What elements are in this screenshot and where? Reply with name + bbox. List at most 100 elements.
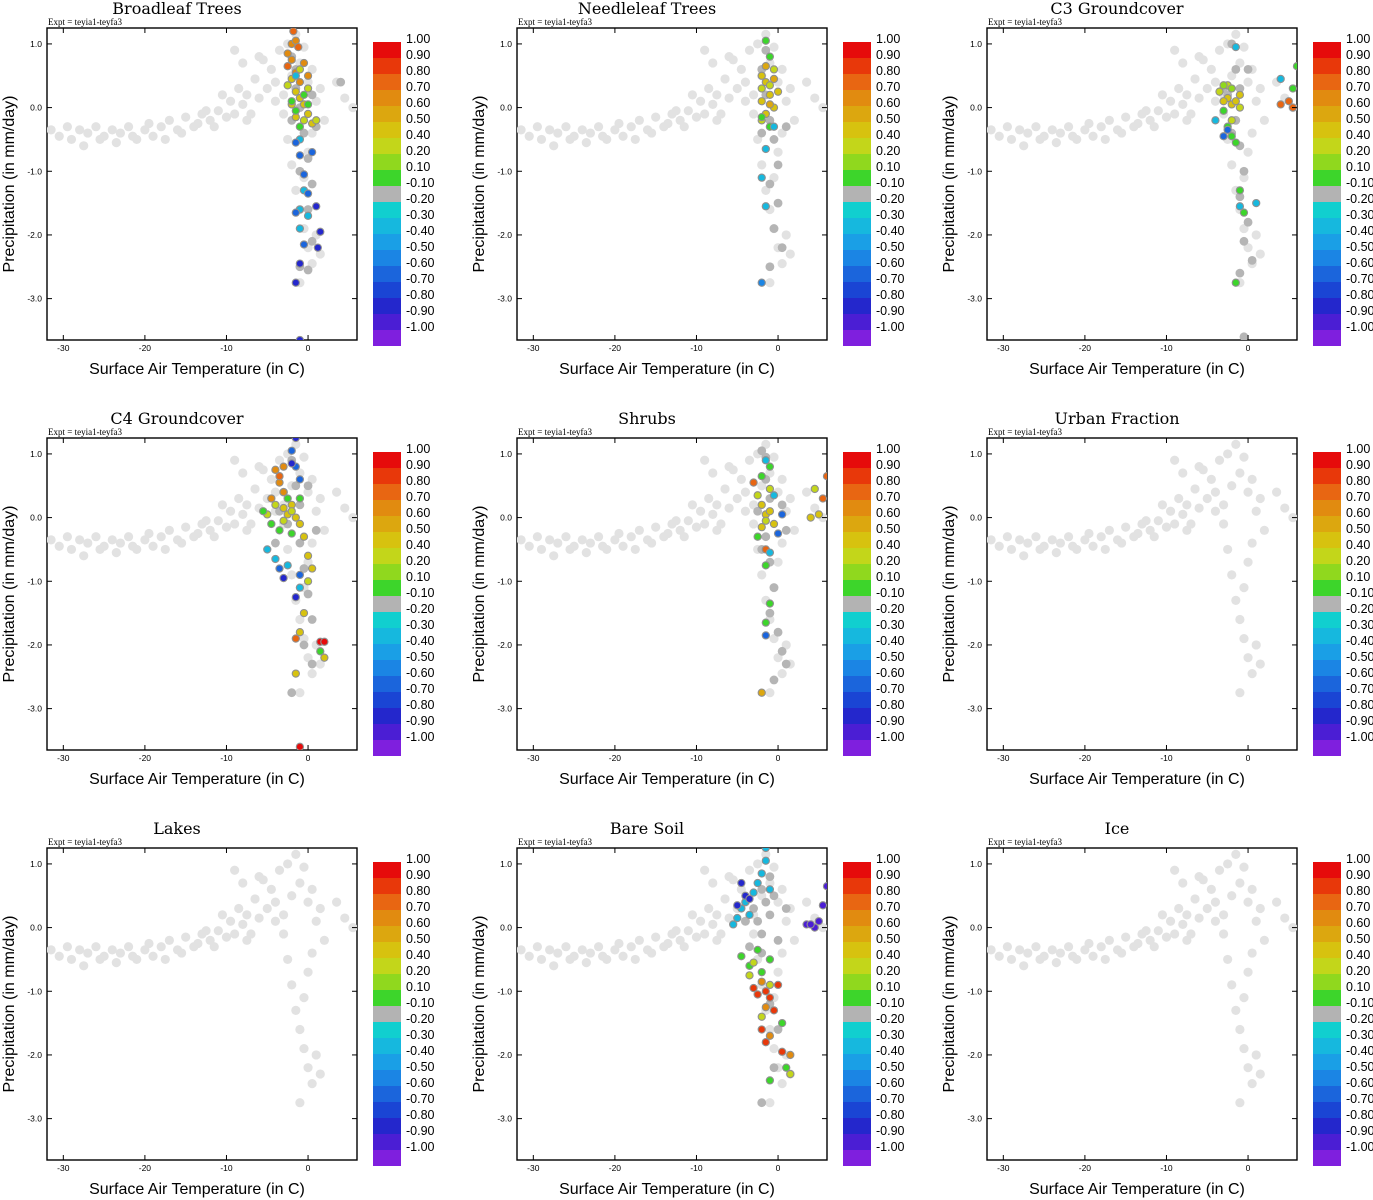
data-point xyxy=(765,179,775,189)
x-tick-label: 0 xyxy=(1246,753,1251,763)
data-point xyxy=(291,481,301,491)
data-point xyxy=(295,519,305,529)
colorbar-label: 0.50 xyxy=(406,112,430,126)
colorbar-swatch xyxy=(1313,1038,1341,1054)
background-point xyxy=(209,942,219,952)
colorbar-swatch xyxy=(843,990,871,1006)
data-point xyxy=(295,122,305,131)
background-point xyxy=(769,862,779,872)
background-point xyxy=(209,532,219,542)
colorbar-swatch xyxy=(1313,1086,1341,1102)
data-point xyxy=(765,885,775,894)
data-point xyxy=(765,608,775,618)
colorbar-swatch xyxy=(373,1150,401,1166)
background-point xyxy=(83,948,93,958)
y-tick-label: -1.0 xyxy=(27,166,42,176)
background-point xyxy=(91,122,101,132)
background-point xyxy=(164,935,174,945)
background-point xyxy=(679,942,689,952)
colorbar-label: -0.90 xyxy=(876,1124,905,1138)
background-point xyxy=(708,878,718,888)
background-point xyxy=(569,951,579,961)
colorbar-label: -0.70 xyxy=(1346,682,1373,696)
colorbar-label: -0.60 xyxy=(1346,256,1373,270)
background-point xyxy=(561,532,571,542)
background-point xyxy=(712,90,722,100)
background-point xyxy=(221,932,232,942)
background-point xyxy=(340,503,350,513)
background-point xyxy=(201,516,211,526)
background-point xyxy=(1178,509,1188,520)
colorbar-label: -0.50 xyxy=(406,650,435,664)
plot-area xyxy=(46,847,358,1161)
background-point xyxy=(75,535,85,545)
background-point xyxy=(193,118,203,129)
data-point xyxy=(295,475,305,484)
background-point xyxy=(62,532,72,542)
colorbar-swatch xyxy=(843,250,871,266)
background-point xyxy=(254,462,264,472)
colorbar-swatch xyxy=(1313,266,1341,282)
background-point xyxy=(1227,980,1237,990)
background-point xyxy=(777,884,787,894)
colorbar: 1.00 0.90 0.80 0.70 0.60 0.50 0.40 0.20 0.10 -0.1… xyxy=(1313,852,1373,1166)
background-point xyxy=(238,99,248,110)
background-point xyxy=(647,948,657,958)
panel-title: C3 Groundcover xyxy=(1050,0,1184,18)
background-point xyxy=(1194,462,1204,472)
colorbar-swatch xyxy=(1313,250,1341,266)
background-point xyxy=(225,506,236,516)
background-point xyxy=(340,93,350,103)
data-point xyxy=(307,90,317,100)
data-point xyxy=(1243,64,1253,74)
background-point xyxy=(593,942,604,952)
background-point xyxy=(577,125,587,135)
background-point xyxy=(1161,932,1172,942)
colorbar-label: -0.20 xyxy=(1346,192,1373,206)
colorbar-label: -0.80 xyxy=(406,698,435,712)
background-point xyxy=(1202,903,1212,914)
colorbar-label: 0.60 xyxy=(1346,96,1370,110)
x-tick-label: 0 xyxy=(1246,343,1251,353)
data-point xyxy=(769,74,779,84)
background-point xyxy=(585,128,596,138)
data-point xyxy=(757,84,766,93)
background-point xyxy=(1051,138,1061,148)
panel-title: Lakes xyxy=(153,819,201,838)
background-point xyxy=(1194,52,1204,62)
colorbar-label: -0.10 xyxy=(406,586,435,600)
background-point xyxy=(1235,878,1245,888)
x-axis-label: Surface Air Temperature (in C) xyxy=(1029,1181,1245,1198)
background-point xyxy=(1210,77,1221,87)
panel-title: Needleleaf Trees xyxy=(578,0,716,18)
data-point xyxy=(312,116,321,125)
colorbar-swatch xyxy=(843,106,871,122)
data-point xyxy=(307,179,317,189)
background-point xyxy=(1210,916,1221,926)
colorbar: 1.00 0.90 0.80 0.70 0.60 0.50 0.40 0.20 0.10 -0.1… xyxy=(843,32,905,346)
background-point xyxy=(524,541,534,551)
colorbar-label: 0.50 xyxy=(406,932,430,946)
colorbar-label: 0.80 xyxy=(1346,884,1370,898)
colorbar-swatch xyxy=(1313,90,1341,106)
background-point xyxy=(283,954,293,965)
background-point xyxy=(1182,525,1192,535)
background-point xyxy=(83,538,93,548)
background-point xyxy=(802,487,812,497)
background-point xyxy=(1194,93,1204,103)
data-point xyxy=(1288,84,1297,93)
data-point xyxy=(299,170,309,179)
background-point xyxy=(1088,541,1098,551)
colorbar-swatch xyxy=(843,676,871,692)
x-tick-label: -20 xyxy=(1079,1163,1092,1173)
colorbar-swatch xyxy=(373,106,401,122)
background-point xyxy=(270,916,281,926)
data-point xyxy=(1231,138,1240,147)
plot-area xyxy=(986,27,1298,341)
colorbar-swatch xyxy=(1313,894,1341,910)
background-point xyxy=(307,474,317,484)
y-tick-label: -3.0 xyxy=(27,294,42,304)
data-point xyxy=(773,87,783,96)
background-point xyxy=(1039,541,1049,551)
